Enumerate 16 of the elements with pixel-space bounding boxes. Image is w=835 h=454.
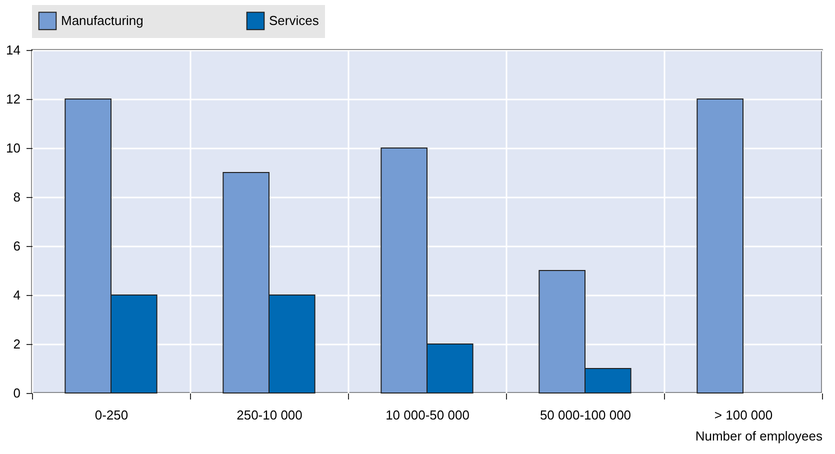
legend-label: Services [269, 12, 320, 28]
x-tick-label: 250-10 000 [236, 408, 302, 422]
y-tick-label: 14 [6, 42, 20, 58]
y-tick-label: 12 [6, 92, 20, 106]
x-tick-label: 0-250 [94, 408, 128, 422]
y-tick-label: 2 [13, 336, 20, 352]
y-tick-label: 6 [13, 238, 20, 254]
x-tick-label: > 100 000 [714, 408, 773, 422]
y-tick-label: 10 [6, 140, 20, 156]
y-tick-label: 4 [13, 288, 20, 302]
y-tick-label: 8 [13, 190, 20, 204]
x-axis-title: Number of employees [695, 428, 823, 444]
x-tick-label: 10 000-50 000 [386, 408, 470, 422]
y-tick-label: 0 [13, 386, 20, 400]
x-tick-label: 50 000-100 000 [540, 408, 632, 422]
legend-label: Manufacturing [61, 12, 144, 28]
